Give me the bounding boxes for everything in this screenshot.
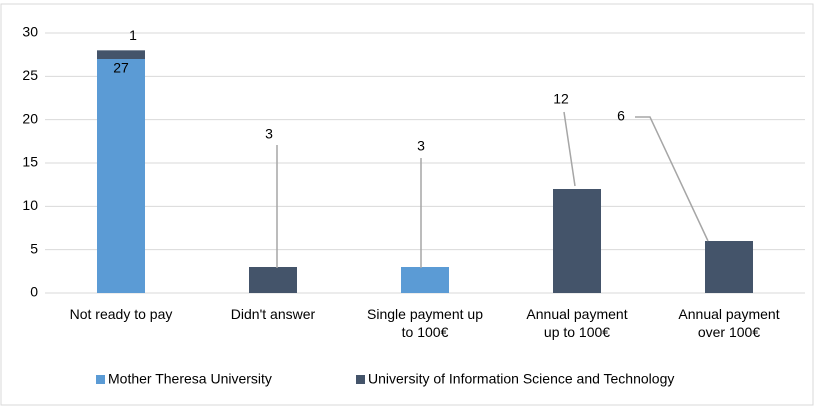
x-tick-label: Not ready to pay [70,306,173,322]
x-tick-label-line: to 100€ [402,324,449,340]
legend-label: University of Information Science and Te… [368,371,674,387]
x-tick-label-line: up to 100€ [544,324,610,340]
bar-segment [401,267,449,293]
bar-segment [97,59,145,293]
legend-swatch [356,375,365,384]
bar-segment [553,189,601,293]
leader-line [635,116,709,242]
legend-swatch [96,375,105,384]
x-tick-label: Single payment up to 100€ [367,306,483,340]
x-tick-label-line: Annual payment [678,306,779,322]
x-tick-label-line: Didn't answer [231,306,316,322]
y-tick-label: 15 [22,154,38,170]
data-label: 3 [417,138,425,154]
data-label: 3 [265,126,273,142]
y-tick-label: 25 [22,67,38,83]
y-tick-label: 0 [30,284,38,300]
x-tick-label: Annual payment over 100€ [678,306,779,340]
x-tick-label-line: Single payment up [367,306,483,322]
bar-segment [705,241,753,293]
x-tick-label: Annual payment up to 100€ [526,306,627,340]
x-tick-label-line: Annual payment [526,306,627,322]
bar-segment [249,267,297,293]
x-tick-label: Didn't answer [231,306,316,322]
data-label: 27 [113,60,129,76]
x-tick-label-line: Not ready to pay [70,306,173,322]
legend-label: Mother Theresa University [108,371,272,387]
data-label: 6 [617,108,625,124]
data-label: 1 [129,27,137,43]
bar-segment [97,50,145,59]
x-tick-label-line: over 100€ [698,324,760,340]
y-tick-label: 20 [22,110,38,126]
data-label: 12 [553,91,569,107]
y-tick-label: 5 [30,240,38,256]
y-tick-label: 10 [22,197,38,213]
leader-line [563,111,576,187]
y-tick-label: 30 [22,24,38,40]
